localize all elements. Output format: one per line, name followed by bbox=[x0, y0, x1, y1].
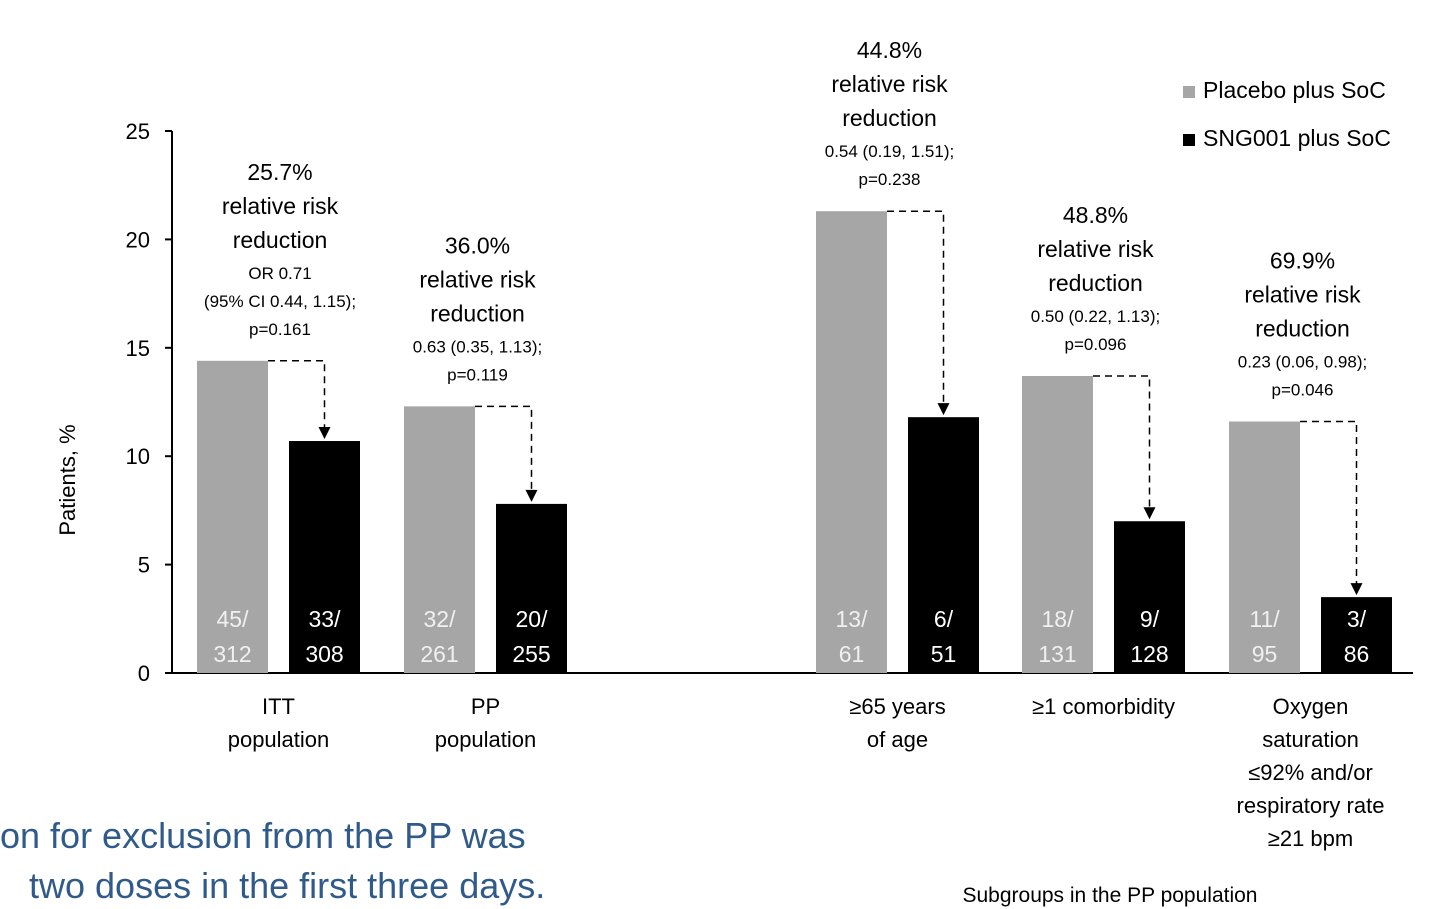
bar-label: 3/86 bbox=[1344, 606, 1370, 667]
y-tick-label: 15 bbox=[126, 336, 150, 361]
annotation-headline: 69.9% relative risk reduction bbox=[1244, 248, 1361, 342]
annotation-headline: 44.8% relative risk reduction bbox=[831, 37, 948, 131]
comparison-arrow bbox=[1093, 375, 1151, 510]
x-tick-label: Oxygen saturation ≤92% and/or respiratory r… bbox=[1237, 694, 1385, 851]
annotation-headline: 25.7% relative risk reduction bbox=[222, 159, 339, 253]
y-tick-label: 25 bbox=[126, 119, 150, 144]
bar bbox=[816, 211, 887, 673]
comparison-arrow bbox=[268, 360, 326, 430]
x-tick-label: PP population bbox=[435, 694, 537, 752]
bar bbox=[1114, 521, 1185, 673]
bar bbox=[908, 417, 979, 673]
bar bbox=[197, 360, 268, 673]
y-tick-label: 20 bbox=[126, 227, 150, 252]
bar bbox=[496, 503, 567, 673]
arrow-head bbox=[318, 427, 331, 440]
comparison-arrow bbox=[887, 210, 945, 406]
annotation-detail: 0.54 (0.19, 1.51); p=0.238 bbox=[825, 142, 954, 189]
legend-label: SNG001 plus SoC bbox=[1203, 125, 1391, 151]
bar bbox=[404, 406, 475, 673]
bar bbox=[1229, 421, 1300, 673]
x-axis-label: Subgroups in the PP population bbox=[962, 884, 1257, 907]
annotation-detail: 0.50 (0.22, 1.13); p=0.096 bbox=[1031, 307, 1160, 354]
y-tick-label: 5 bbox=[138, 553, 150, 578]
annotation-detail: 0.63 (0.35, 1.13); p=0.119 bbox=[413, 337, 542, 384]
bar-label: 45/312 bbox=[213, 606, 251, 667]
bar-label: 33/308 bbox=[305, 606, 343, 667]
arrow-head bbox=[1143, 507, 1156, 520]
comparison-arrow bbox=[475, 405, 533, 492]
legend-swatch bbox=[1183, 134, 1195, 146]
bar bbox=[1022, 375, 1093, 673]
y-axis-label: Patients, % bbox=[55, 424, 80, 535]
annotation-headline: 48.8% relative risk reduction bbox=[1037, 202, 1154, 296]
bar-label: 20/255 bbox=[512, 606, 550, 667]
bar-label: 6/51 bbox=[931, 606, 957, 667]
x-tick-label: ITT population bbox=[228, 694, 330, 752]
y-tick-label: 10 bbox=[126, 444, 150, 469]
bar bbox=[289, 441, 360, 673]
footnote: two doses in the first three days. bbox=[29, 865, 545, 906]
bar bbox=[1321, 597, 1392, 673]
x-tick-label: ≥1 comorbidity bbox=[1032, 694, 1175, 719]
bar-label: 18/131 bbox=[1038, 606, 1076, 667]
arrow-head bbox=[1350, 583, 1363, 596]
legend-label: Placebo plus SoC bbox=[1203, 77, 1386, 103]
annotation-detail: OR 0.71 (95% CI 0.44, 1.15); p=0.161 bbox=[204, 264, 356, 339]
arrow-head bbox=[525, 489, 538, 502]
comparison-arrow bbox=[1300, 420, 1358, 586]
bar-label: 32/261 bbox=[420, 606, 458, 667]
footnote: on for exclusion from the PP was bbox=[0, 815, 526, 856]
bar-label: 9/128 bbox=[1130, 606, 1168, 667]
y-tick-label: 0 bbox=[138, 661, 150, 686]
arrow-head bbox=[937, 403, 950, 416]
bar-label: 13/61 bbox=[836, 606, 869, 667]
annotation-detail: 0.23 (0.06, 0.98); p=0.046 bbox=[1238, 353, 1367, 400]
annotation-headline: 36.0% relative risk reduction bbox=[419, 232, 536, 326]
legend-swatch bbox=[1183, 86, 1195, 98]
bar-label: 11/95 bbox=[1249, 606, 1280, 667]
x-tick-label: ≥65 years of age bbox=[849, 694, 945, 752]
